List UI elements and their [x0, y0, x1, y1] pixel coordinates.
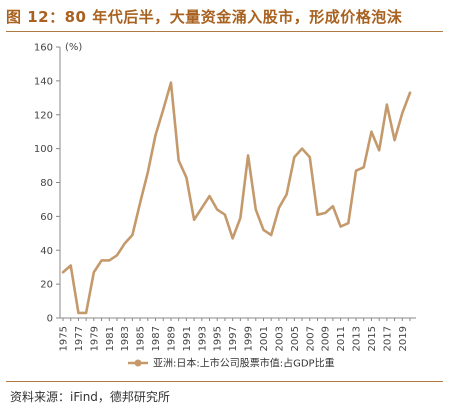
x-tick-label: 2001: [259, 326, 270, 351]
series-layer: [61, 81, 412, 315]
x-tick-label: 2007: [305, 326, 316, 351]
y-tick-label: 100: [34, 144, 53, 155]
x-tick-label: 2013: [352, 326, 363, 351]
title-divider: [6, 31, 443, 32]
x-tick-label: 2017: [382, 326, 393, 351]
x-tick-label: 1977: [74, 326, 85, 351]
x-tick-label: 1997: [228, 326, 239, 351]
x-tick-label: 1991: [182, 326, 193, 351]
x-tick-label: 1985: [136, 326, 147, 351]
series-line: [61, 81, 412, 315]
x-tick-label: 1999: [244, 326, 255, 351]
x-tick-label: 2005: [290, 326, 301, 351]
y-tick-label: 120: [34, 110, 53, 121]
x-tick-label: 2009: [321, 326, 332, 351]
x-tick-label: 1989: [166, 326, 177, 351]
y-tick-label: 160: [34, 43, 53, 54]
y-tick-label: 60: [40, 212, 53, 223]
x-axis: 1975 1977 1979 1981 1983 1985 1987 1989 1991 1993…: [59, 317, 416, 351]
y-tick-label: 20: [40, 280, 53, 291]
legend: 亚洲:日本:上市公司股票市值:占GDP比重: [128, 357, 335, 370]
y-axis: 0 20 40 60 80 100 120 140 160: [34, 43, 61, 325]
x-tick-label: 2003: [274, 326, 285, 351]
x-tick-label: 2011: [336, 326, 347, 351]
y-tick-label: 40: [40, 246, 53, 257]
figure-title: 图 12：80 年代后半，大量资金涌入股市，形成价格泡沫: [6, 8, 403, 26]
y-axis-unit-label: (%): [65, 42, 82, 53]
source-divider: [6, 381, 443, 382]
x-tick-label: 1993: [197, 326, 208, 351]
x-tick-label: 1983: [120, 326, 131, 351]
legend-swatch-marker: [134, 359, 142, 367]
y-tick-label: 0: [47, 314, 53, 325]
x-tick-label: 1995: [213, 326, 224, 351]
x-tick-label: 2015: [367, 326, 378, 351]
x-tick-label: 1979: [89, 326, 100, 351]
x-tick-label: 1975: [59, 326, 70, 351]
x-tick-label: 2019: [398, 326, 409, 351]
x-tick-label: 1987: [151, 326, 162, 351]
legend-label: 亚洲:日本:上市公司股票市值:占GDP比重: [153, 357, 335, 370]
source-note: 资料来源：iFind，德邦研究所: [10, 390, 170, 404]
y-tick-label: 80: [40, 178, 53, 189]
x-tick-label: 1981: [105, 326, 116, 351]
y-tick-label: 140: [34, 76, 53, 87]
